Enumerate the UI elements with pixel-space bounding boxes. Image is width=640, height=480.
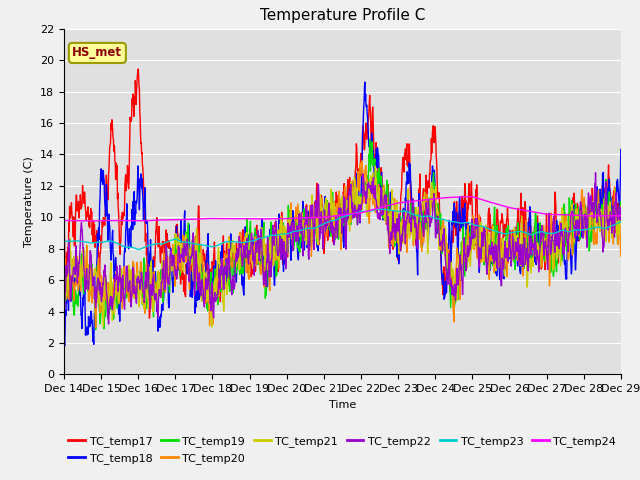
Line: TC_temp18: TC_temp18	[64, 82, 621, 357]
Line: TC_temp20: TC_temp20	[64, 161, 621, 328]
TC_temp18	[378, 174, 385, 180]
Y-axis label: Temperature (C): Temperature (C)	[24, 156, 35, 247]
TC_temp21	[103, 287, 111, 292]
TC_temp21	[297, 223, 305, 228]
TC_temp19	[104, 312, 111, 318]
TC_temp17	[134, 66, 142, 72]
TC_temp17	[378, 169, 385, 175]
TC_temp23	[617, 219, 625, 225]
TC_temp23	[318, 222, 326, 228]
TC_temp21	[617, 203, 625, 209]
TC_temp17	[60, 226, 68, 231]
TC_temp19	[60, 285, 68, 291]
TC_temp22	[318, 230, 326, 236]
TC_temp19	[318, 216, 326, 221]
TC_temp20	[60, 267, 68, 273]
TC_temp22	[126, 286, 134, 291]
TC_temp22	[103, 292, 111, 298]
TC_temp22	[297, 230, 305, 236]
TC_temp20	[358, 158, 365, 164]
Text: HS_met: HS_met	[72, 47, 122, 60]
Line: TC_temp22: TC_temp22	[64, 173, 621, 324]
TC_temp21	[318, 218, 326, 224]
TC_temp19	[126, 267, 134, 273]
TC_temp21	[378, 203, 385, 209]
TC_temp21	[126, 285, 134, 290]
TC_temp17	[145, 315, 153, 321]
TC_temp20	[378, 203, 385, 208]
Title: Temperature Profile C: Temperature Profile C	[260, 9, 425, 24]
TC_temp20	[617, 253, 625, 259]
TC_temp17	[319, 211, 326, 217]
TC_temp17	[617, 201, 625, 206]
TC_temp24	[297, 215, 305, 221]
TC_temp22	[60, 310, 68, 316]
TC_temp19	[308, 204, 316, 210]
TC_temp20	[92, 325, 99, 331]
Line: TC_temp23: TC_temp23	[64, 209, 621, 250]
TC_temp17	[103, 192, 111, 197]
Line: TC_temp17: TC_temp17	[64, 69, 621, 318]
TC_temp24	[104, 217, 111, 223]
TC_temp18	[617, 146, 625, 152]
TC_temp19	[366, 137, 374, 143]
TC_temp22	[592, 170, 600, 176]
TC_temp23	[60, 239, 68, 244]
TC_temp18	[126, 232, 134, 238]
TC_temp23	[103, 238, 111, 244]
TC_temp24	[308, 215, 316, 220]
Line: TC_temp19: TC_temp19	[64, 140, 621, 330]
TC_temp23	[297, 228, 305, 233]
TC_temp22	[308, 215, 316, 221]
TC_temp21	[60, 254, 68, 260]
TC_temp24	[617, 213, 625, 219]
TC_temp17	[297, 212, 305, 217]
TC_temp22	[617, 204, 625, 210]
TC_temp17	[126, 138, 134, 144]
TC_temp22	[105, 321, 113, 327]
TC_temp24	[126, 218, 134, 224]
Legend: TC_temp17, TC_temp18, TC_temp19, TC_temp20, TC_temp21, TC_temp22, TC_temp23, TC_: TC_temp17, TC_temp18, TC_temp19, TC_temp…	[64, 432, 621, 468]
TC_temp23	[308, 226, 316, 231]
TC_temp24	[318, 215, 326, 220]
Line: TC_temp21: TC_temp21	[64, 166, 621, 327]
TC_temp24	[60, 217, 68, 223]
TC_temp20	[297, 217, 305, 223]
TC_temp19	[297, 223, 305, 229]
TC_temp19	[617, 199, 625, 204]
X-axis label: Time: Time	[329, 400, 356, 409]
TC_temp18	[308, 238, 316, 244]
TC_temp21	[308, 192, 316, 198]
TC_temp22	[378, 192, 385, 198]
TC_temp20	[126, 270, 134, 276]
TC_temp21	[371, 163, 379, 169]
TC_temp23	[134, 247, 142, 252]
TC_temp17	[308, 236, 316, 242]
TC_temp19	[378, 179, 385, 185]
TC_temp19	[92, 327, 99, 333]
TC_temp24	[378, 204, 385, 210]
TC_temp18	[361, 79, 369, 85]
Line: TC_temp24: TC_temp24	[64, 197, 621, 221]
TC_temp18	[60, 354, 68, 360]
TC_temp20	[104, 288, 111, 294]
TC_temp23	[375, 206, 383, 212]
TC_temp24	[86, 218, 93, 224]
TC_temp21	[208, 324, 216, 330]
TC_temp18	[296, 230, 304, 236]
TC_temp20	[308, 230, 316, 236]
TC_temp23	[378, 206, 385, 212]
TC_temp18	[103, 203, 111, 208]
TC_temp24	[468, 194, 476, 200]
TC_temp20	[318, 224, 326, 230]
TC_temp23	[126, 244, 134, 250]
TC_temp18	[318, 207, 326, 213]
